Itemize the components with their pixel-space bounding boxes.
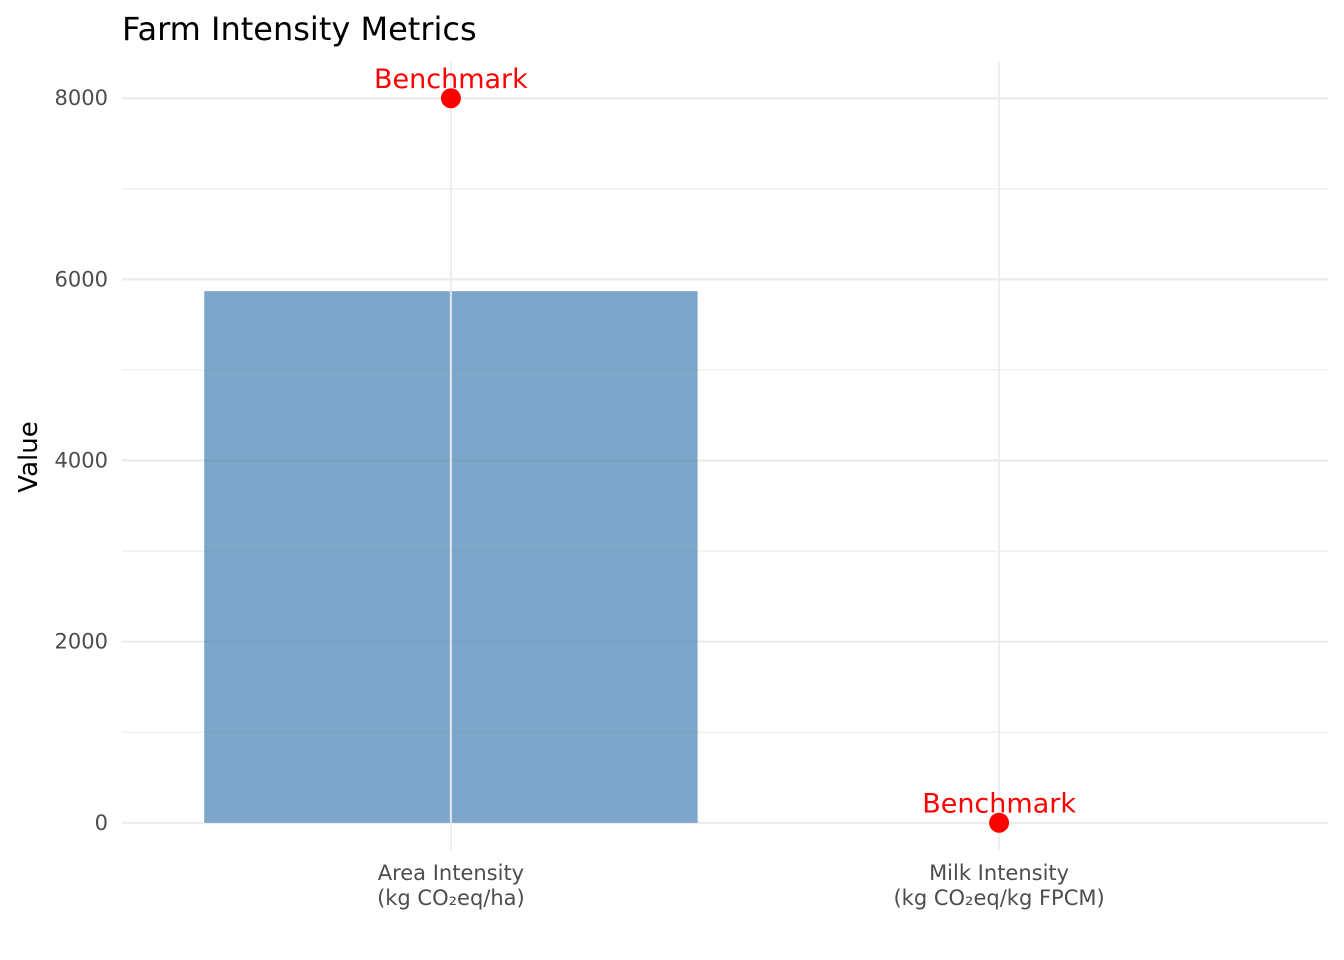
x-tick-label: (kg CO₂eq/ha) <box>377 886 525 910</box>
benchmark-label: Benchmark <box>922 789 1076 820</box>
y-tick-label: 6000 <box>55 267 108 291</box>
benchmark-point <box>989 812 1010 833</box>
x-tick-label: (kg CO₂eq/kg FPCM) <box>893 886 1104 910</box>
x-tick-labels: Area Intensity(kg CO₂eq/ha) Milk Intensit… <box>377 861 1105 910</box>
x-tick-label: Area Intensity <box>378 861 524 885</box>
y-tick-label: 4000 <box>55 449 108 473</box>
y-tick-label: 0 <box>95 811 108 835</box>
y-tick-label: 8000 <box>55 86 108 110</box>
benchmark-point <box>440 88 461 109</box>
vgrid-layer <box>449 62 1001 850</box>
y-tick-label: 2000 <box>55 630 108 654</box>
x-tick-label: Milk Intensity <box>929 861 1069 885</box>
y-tick-labels: 0 2000 4000 6000 8000 <box>55 86 108 835</box>
chart-title: Farm Intensity Metrics <box>122 10 477 48</box>
y-axis-label: Value <box>14 421 44 492</box>
point-layer: Benchmark Benchmark <box>374 64 1076 833</box>
benchmark-label: Benchmark <box>374 64 528 95</box>
